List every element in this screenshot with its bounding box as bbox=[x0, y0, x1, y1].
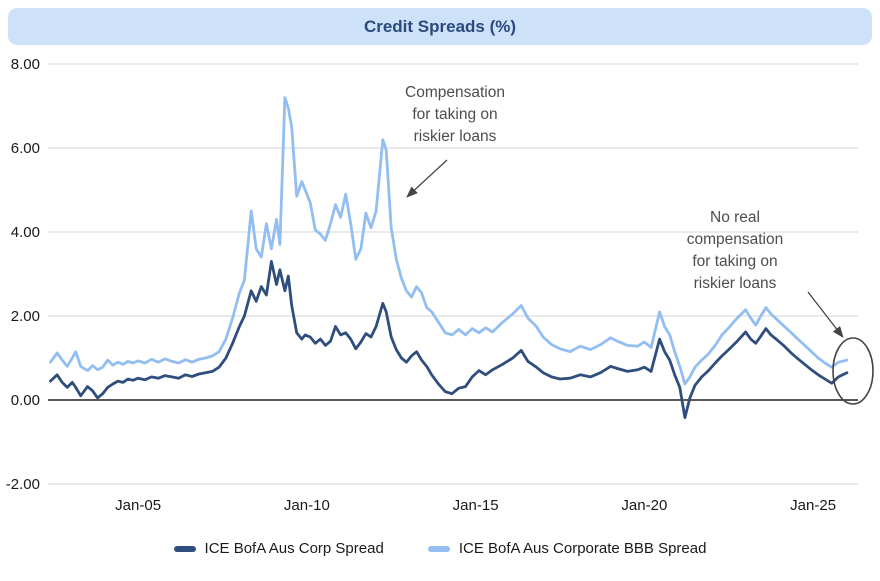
recent-spreads-ellipse-highlight bbox=[832, 337, 874, 405]
compensation-arrow-icon bbox=[406, 159, 448, 198]
chart-title-banner: Credit Spreads (%) bbox=[8, 8, 872, 45]
no-compensation-note-text: riskier loans bbox=[694, 275, 777, 292]
bbb-spread-swatch-icon bbox=[427, 545, 450, 552]
no-compensation-note-text: compensation bbox=[687, 231, 784, 248]
credit-spreads-chart: 8.00 6.00 4.00 2.00 0.00 -2.00 Jan-05 Jan-10 Jan… bbox=[6, 56, 874, 514]
legend-item-corp-spread: ICE BofA Aus Corp Spread bbox=[173, 540, 384, 557]
no-compensation-note-text: No real bbox=[710, 209, 760, 226]
y-axis-tick-label: 6.00 bbox=[11, 140, 40, 157]
corp-spread-line bbox=[49, 259, 849, 420]
compensation-note-text: riskier loans bbox=[414, 128, 497, 145]
y-axis-tick-label: 4.00 bbox=[11, 224, 40, 241]
x-axis-tick-label: Jan-05 bbox=[115, 497, 161, 514]
y-axis-tick-label: -2.00 bbox=[6, 476, 40, 493]
x-axis-tick-label: Jan-10 bbox=[284, 497, 330, 514]
no-compensation-arrow-icon bbox=[807, 291, 844, 339]
bbb-spread-line bbox=[49, 96, 849, 386]
legend-label-corp-spread: ICE BofA Aus Corp Spread bbox=[204, 540, 384, 557]
compensation-note-text: Compensation bbox=[405, 84, 505, 101]
compensation-note-text: for taking on bbox=[412, 106, 497, 123]
x-axis-tick-label: Jan-25 bbox=[790, 497, 836, 514]
legend-label-bbb-spread: ICE BofA Aus Corporate BBB Spread bbox=[458, 540, 707, 557]
page-title: Credit Spreads (%) bbox=[363, 16, 517, 36]
y-axis-tick-label: 8.00 bbox=[11, 56, 40, 73]
y-axis-tick-label: 0.00 bbox=[11, 392, 40, 409]
x-axis-tick-label: Jan-20 bbox=[621, 497, 667, 514]
legend-item-bbb-spread: ICE BofA Aus Corporate BBB Spread bbox=[427, 540, 707, 557]
chart-legend: ICE BofA Aus Corp Spread ICE BofA Aus Co… bbox=[0, 540, 880, 557]
corp-spread-swatch-icon bbox=[173, 545, 196, 552]
no-compensation-note-text: for taking on bbox=[692, 253, 777, 270]
x-axis-tick-label: Jan-15 bbox=[453, 497, 499, 514]
y-axis-tick-label: 2.00 bbox=[11, 308, 40, 325]
